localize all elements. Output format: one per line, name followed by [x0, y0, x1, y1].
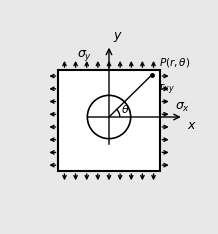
Text: $\sigma_y$: $\sigma_y$ [77, 48, 92, 63]
Text: $\tau_{xy}$: $\tau_{xy}$ [157, 82, 175, 96]
Text: $\sigma_x$: $\sigma_x$ [175, 101, 190, 114]
Circle shape [87, 95, 131, 139]
Text: $x$: $x$ [187, 119, 197, 132]
Bar [58, 70, 160, 171]
Text: $\theta$: $\theta$ [121, 102, 130, 115]
Text: $y$: $y$ [113, 29, 123, 44]
Text: $P(r,\theta)$: $P(r,\theta)$ [159, 56, 191, 69]
